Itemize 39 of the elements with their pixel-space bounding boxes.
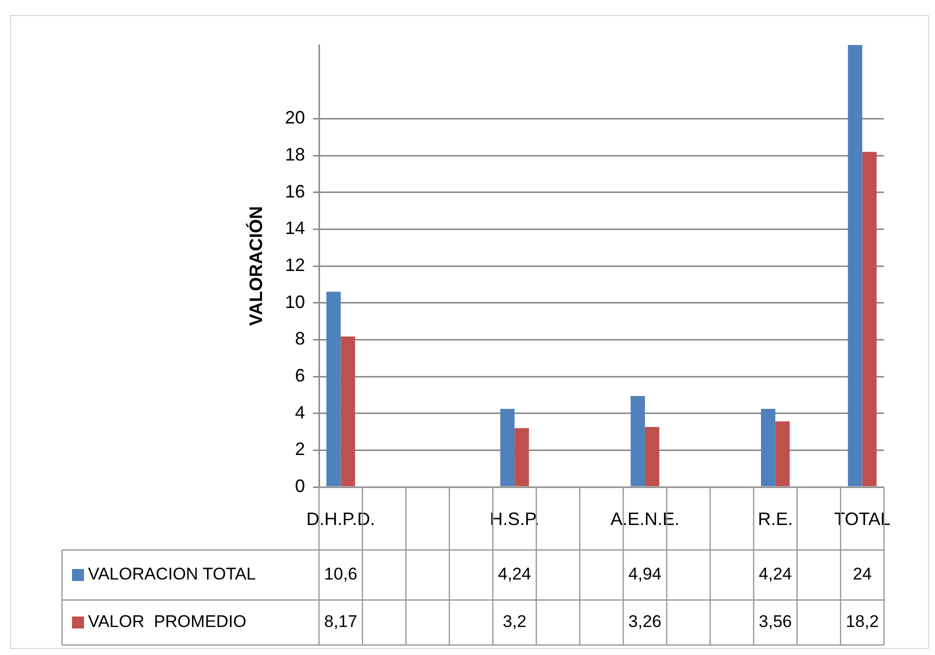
x-tick-label: TOTAL <box>834 508 890 529</box>
data-label: 4,94 <box>628 564 662 584</box>
bar <box>848 45 862 486</box>
bar <box>340 336 356 486</box>
y-tick-label: 20 <box>284 108 305 128</box>
x-tick-label: A.E.N.E. <box>610 508 680 529</box>
x-tick-label: R.E. <box>758 508 793 529</box>
y-axis-title: VALORACIÓN <box>246 206 266 326</box>
y-tick-label: 16 <box>284 181 305 202</box>
y-tick-label: 14 <box>284 218 305 238</box>
bar <box>761 408 776 486</box>
data-label: 24 <box>852 564 872 584</box>
x-tick-label: H.S.P. <box>490 508 540 529</box>
y-tick-label: 8 <box>294 328 305 349</box>
bar <box>326 292 341 486</box>
bar <box>514 428 529 486</box>
y-tick-label: 4 <box>294 402 305 422</box>
y-tick-label: 0 <box>294 476 305 496</box>
bar <box>630 396 645 486</box>
bar <box>862 152 877 486</box>
legend-label: VALORACION TOTAL <box>88 564 256 584</box>
data-label: 3,2 <box>502 612 526 632</box>
data-label: 10,6 <box>324 564 358 584</box>
y-tick-label: 12 <box>284 254 305 275</box>
legend-label: VALOR PROMEDIO <box>88 612 246 632</box>
data-label: 3,26 <box>628 612 662 632</box>
data-label: 4,24 <box>758 564 792 584</box>
data-label: 18,2 <box>846 612 879 632</box>
data-label: 3,56 <box>758 612 792 632</box>
data-label: 4,24 <box>498 564 532 584</box>
data-label: 8,17 <box>324 612 358 632</box>
y-tick-label: 2 <box>294 439 305 460</box>
bar <box>500 408 515 486</box>
y-tick-label: 10 <box>284 292 305 312</box>
y-tick-label: 6 <box>294 365 305 386</box>
y-tick-label: 18 <box>284 144 305 164</box>
bar <box>644 426 660 486</box>
x-tick-label: D.H.P.D. <box>306 508 376 529</box>
bar <box>775 421 790 486</box>
